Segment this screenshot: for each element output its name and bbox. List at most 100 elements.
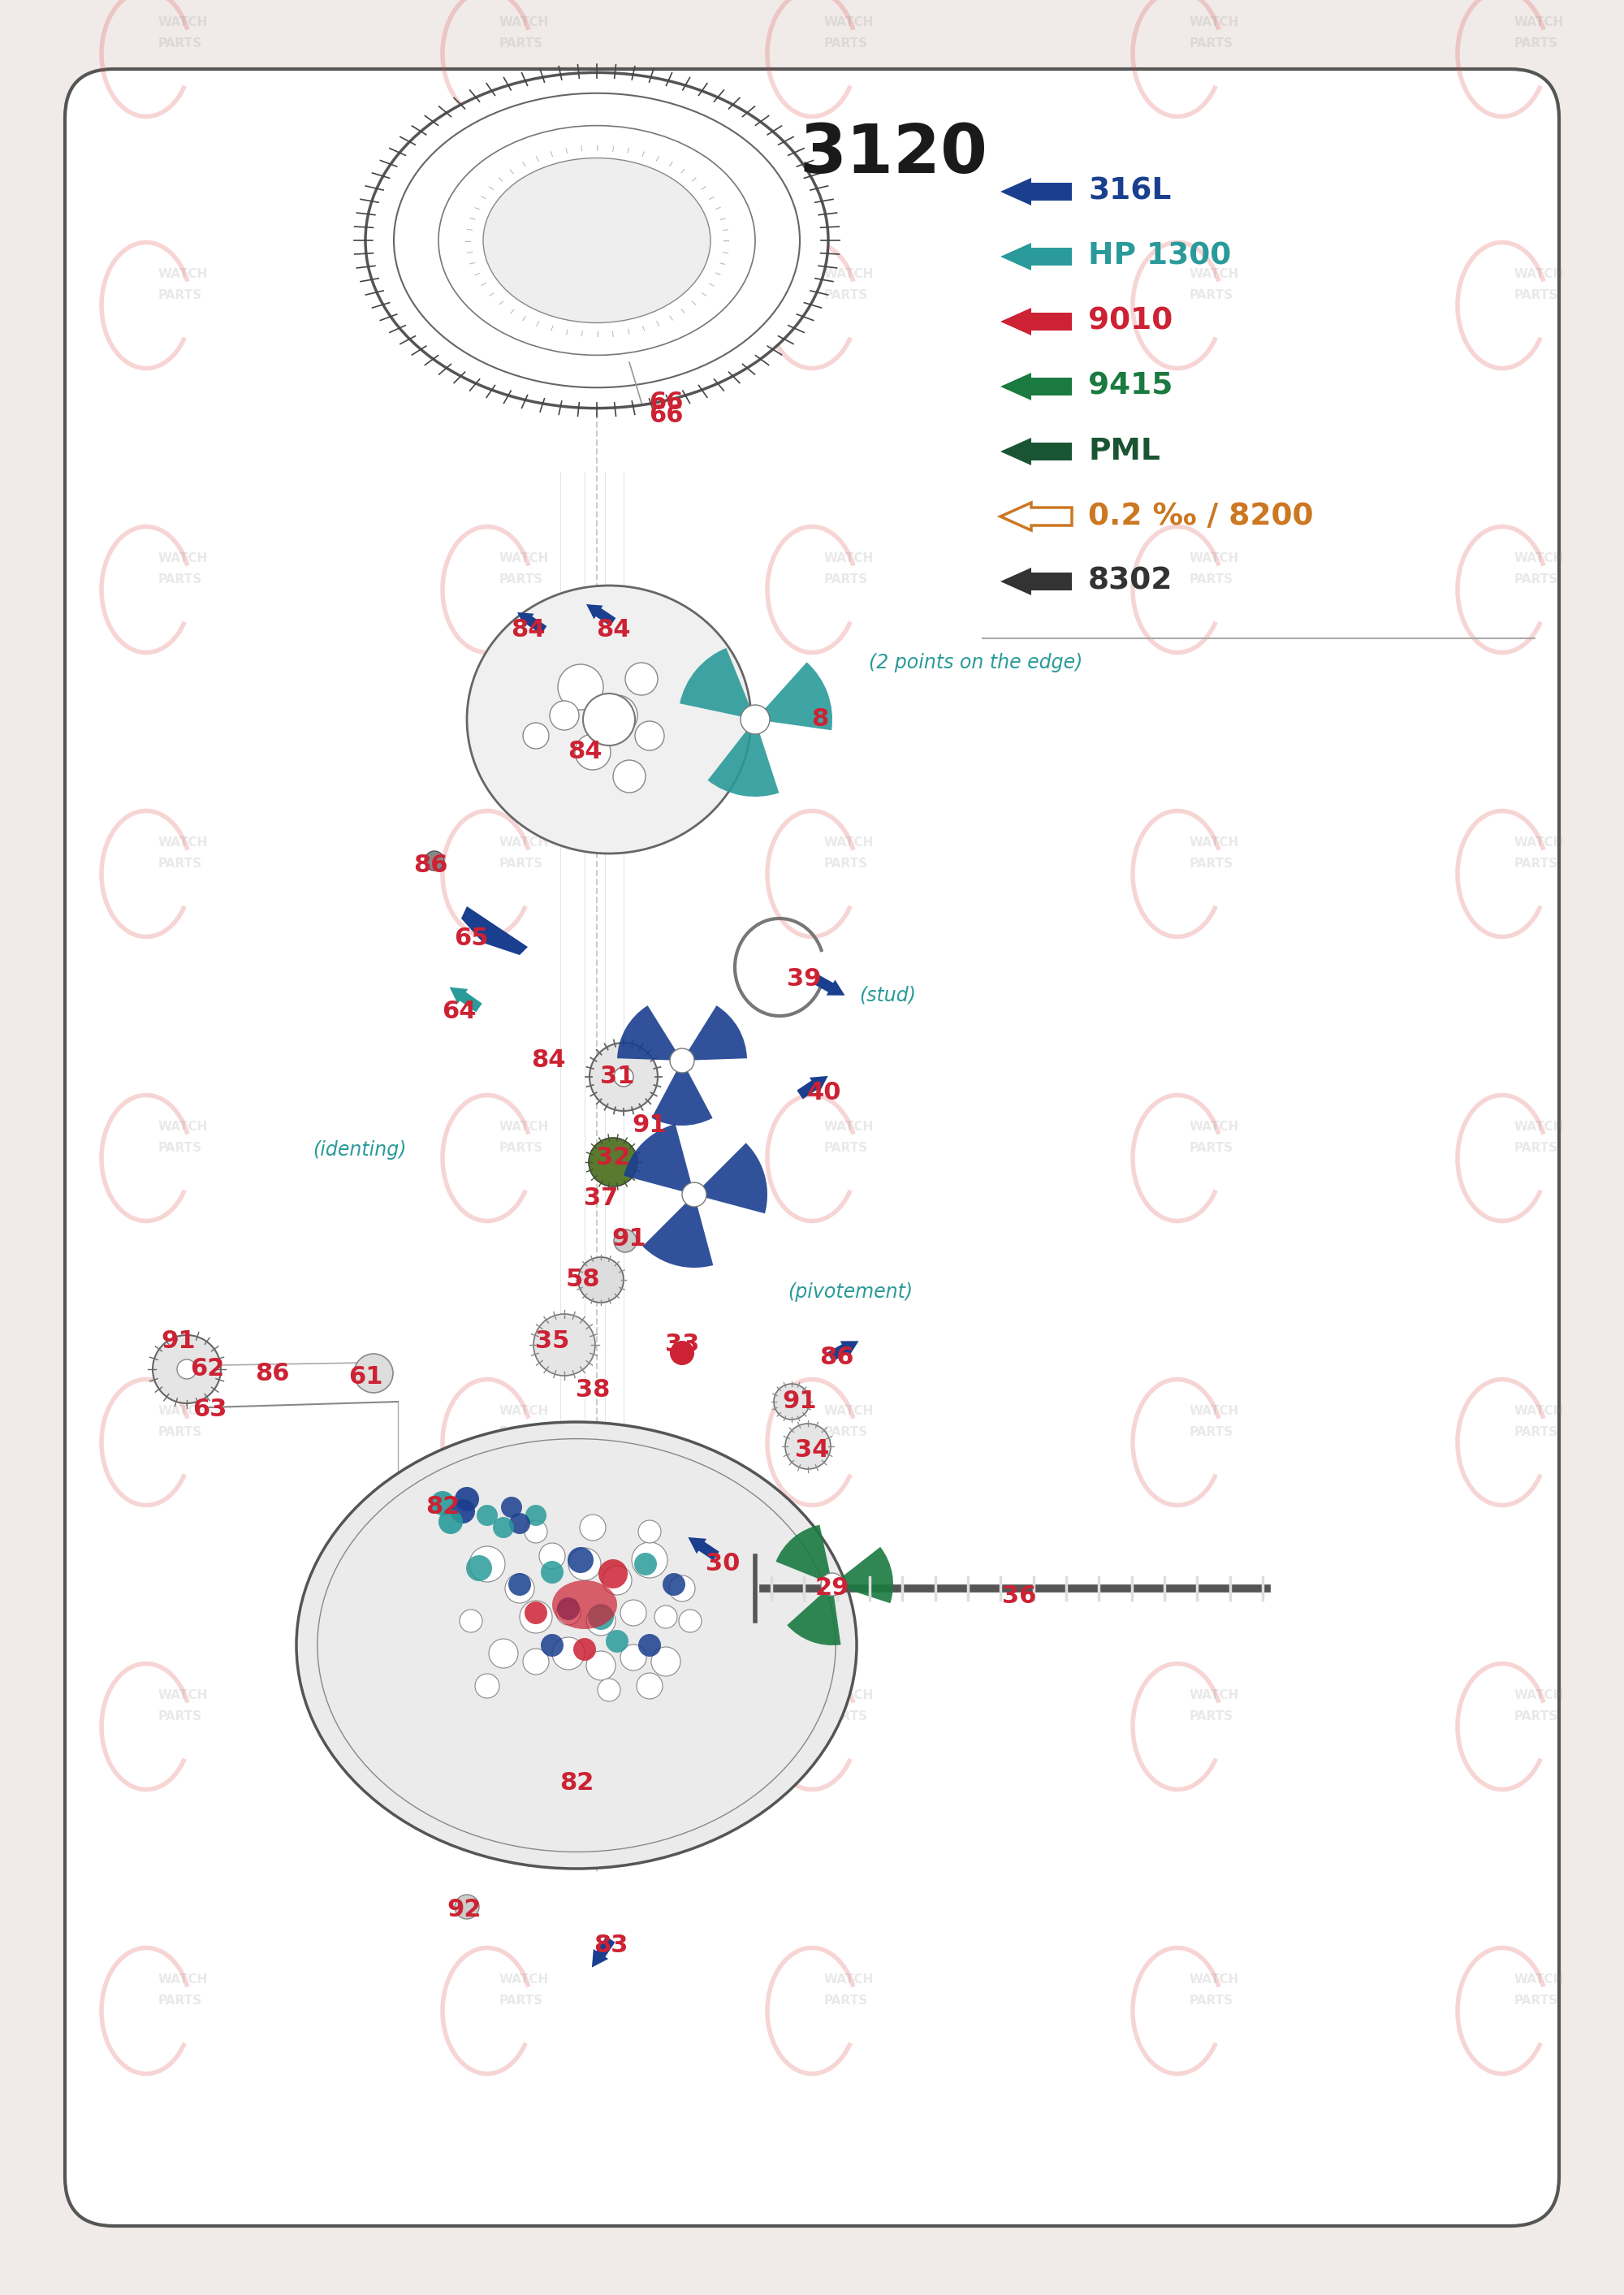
Text: PARTS: PARTS <box>1189 1994 1234 2008</box>
Circle shape <box>654 1606 677 1627</box>
Circle shape <box>523 1648 549 1675</box>
Circle shape <box>541 1634 564 1657</box>
Text: |: | <box>596 333 598 337</box>
Text: PARTS: PARTS <box>159 1427 203 1439</box>
Circle shape <box>588 1138 637 1187</box>
Text: PML: PML <box>1088 436 1160 466</box>
Text: PARTS: PARTS <box>159 1143 203 1154</box>
Ellipse shape <box>468 585 750 854</box>
Text: PARTS: PARTS <box>500 1710 544 1724</box>
Text: |: | <box>580 145 583 149</box>
Wedge shape <box>617 1005 682 1060</box>
Text: PARTS: PARTS <box>159 1994 203 2008</box>
Circle shape <box>635 721 664 750</box>
Circle shape <box>614 760 646 792</box>
FancyArrow shape <box>827 1340 859 1361</box>
Text: |: | <box>521 161 526 165</box>
Circle shape <box>580 1515 606 1540</box>
Text: |: | <box>534 154 539 161</box>
Circle shape <box>651 1648 680 1675</box>
Circle shape <box>638 1519 661 1542</box>
Text: WATCH: WATCH <box>1189 1405 1239 1418</box>
FancyArrow shape <box>814 975 844 996</box>
Circle shape <box>451 1499 474 1524</box>
Circle shape <box>539 1542 565 1570</box>
Text: 91: 91 <box>161 1329 197 1352</box>
Circle shape <box>425 851 445 870</box>
FancyArrow shape <box>518 613 547 633</box>
Text: 39: 39 <box>786 968 822 991</box>
Text: PARTS: PARTS <box>1189 858 1234 870</box>
Text: |: | <box>497 174 502 181</box>
Circle shape <box>671 1049 695 1072</box>
Text: PARTS: PARTS <box>825 574 869 585</box>
Text: PARTS: PARTS <box>159 289 203 301</box>
Text: (identing): (identing) <box>312 1141 406 1159</box>
Circle shape <box>510 1512 529 1533</box>
Text: PARTS: PARTS <box>1514 289 1559 301</box>
Text: |: | <box>534 321 539 326</box>
Text: PARTS: PARTS <box>500 289 544 301</box>
Text: WATCH: WATCH <box>159 1405 208 1418</box>
Circle shape <box>460 1609 482 1632</box>
Circle shape <box>455 1487 479 1512</box>
Text: PARTS: PARTS <box>1514 574 1559 585</box>
Ellipse shape <box>296 1423 857 1868</box>
Text: PARTS: PARTS <box>500 1427 544 1439</box>
Text: WATCH: WATCH <box>500 269 549 280</box>
Text: |: | <box>487 291 492 296</box>
Text: WATCH: WATCH <box>159 838 208 849</box>
Text: |: | <box>473 204 479 209</box>
Circle shape <box>632 1542 667 1579</box>
Text: WATCH: WATCH <box>159 553 208 565</box>
Text: WATCH: WATCH <box>159 269 208 280</box>
Circle shape <box>505 1574 534 1604</box>
Text: |: | <box>627 328 630 335</box>
Circle shape <box>555 1600 581 1625</box>
Text: WATCH: WATCH <box>825 553 874 565</box>
Circle shape <box>575 734 611 769</box>
Circle shape <box>354 1354 393 1393</box>
Text: |: | <box>464 250 471 252</box>
Text: |: | <box>667 314 672 321</box>
Circle shape <box>525 1519 547 1542</box>
Text: |: | <box>479 282 486 287</box>
Text: 316L: 316L <box>1088 177 1171 207</box>
Text: 58: 58 <box>565 1269 601 1292</box>
FancyArrow shape <box>1000 177 1072 207</box>
Circle shape <box>588 1604 614 1629</box>
Text: 40: 40 <box>807 1081 841 1104</box>
Circle shape <box>598 1678 620 1701</box>
FancyArrow shape <box>586 604 615 627</box>
Circle shape <box>500 1496 523 1517</box>
Text: PARTS: PARTS <box>1514 1994 1559 2008</box>
Text: |: | <box>723 227 729 230</box>
Text: |: | <box>719 216 726 220</box>
Text: 82: 82 <box>559 1772 594 1795</box>
Text: 84: 84 <box>510 617 546 643</box>
Text: 91: 91 <box>612 1228 646 1251</box>
Text: |: | <box>641 149 645 156</box>
Circle shape <box>177 1359 197 1379</box>
Text: PARTS: PARTS <box>159 858 203 870</box>
Text: PARTS: PARTS <box>825 1143 869 1154</box>
Text: PARTS: PARTS <box>159 37 203 50</box>
Circle shape <box>620 1600 646 1625</box>
Text: 62: 62 <box>190 1356 224 1382</box>
Text: WATCH: WATCH <box>1514 1974 1564 1985</box>
FancyArrow shape <box>689 1538 719 1561</box>
Text: 33: 33 <box>664 1333 700 1356</box>
Text: |: | <box>641 326 645 330</box>
Text: |: | <box>702 291 706 296</box>
Polygon shape <box>461 907 528 955</box>
Text: 34: 34 <box>794 1439 830 1462</box>
Circle shape <box>637 1673 663 1698</box>
Text: |: | <box>564 147 567 151</box>
Text: WATCH: WATCH <box>825 1405 874 1418</box>
Circle shape <box>523 723 549 748</box>
Text: |: | <box>692 174 697 181</box>
Text: WATCH: WATCH <box>1514 1120 1564 1134</box>
Text: PARTS: PARTS <box>1514 37 1559 50</box>
Text: PARTS: PARTS <box>1514 858 1559 870</box>
Circle shape <box>671 1340 695 1366</box>
